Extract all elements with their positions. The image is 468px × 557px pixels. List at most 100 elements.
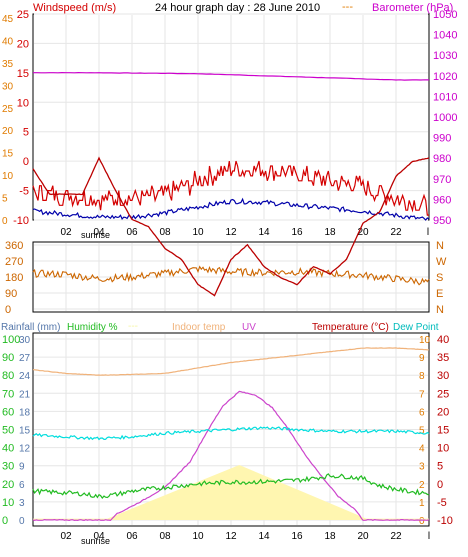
temp-tick: 35 (437, 352, 449, 364)
temp-x-tick: 08 (159, 531, 171, 542)
temp-x-tick: 20 (357, 531, 369, 542)
humidity-tick: 0 (2, 515, 8, 527)
dir-compass-tick: N (436, 240, 444, 252)
wind-avg-line (32, 197, 430, 221)
direction-panel-frame (32, 241, 430, 313)
humidity-tick: 90 (2, 352, 14, 364)
humidity-tick: 30 (2, 461, 14, 473)
wind-ms-tick: 15 (17, 68, 29, 80)
legend-dash2: --- (128, 321, 138, 332)
temp-tick: 20 (437, 406, 449, 418)
uv-tick: 2 (419, 480, 425, 491)
dir-compass-tick: E (436, 288, 443, 300)
wind-ms-tick: 25 (17, 9, 29, 21)
temp-x-tick: 10 (192, 531, 204, 542)
wind-x-tick: 16 (291, 227, 303, 238)
rain-tick: 0 (19, 516, 25, 527)
barometer-tick: 1030 (433, 50, 457, 62)
wind-x-tick: 22 (390, 227, 402, 238)
barometer-tick: 1050 (433, 9, 457, 21)
uv-tick: 6 (419, 407, 425, 418)
temp-x-tick: 22 (390, 531, 402, 542)
wind-x-tick: 08 (159, 227, 171, 238)
legend-dash: --- (342, 1, 353, 13)
wind-direction-line (32, 265, 430, 286)
sunrise-label-temp: sunrise (81, 536, 110, 546)
windspeed-label: Windspeed (m/s) (33, 2, 116, 14)
wind-ms-tick: 0 (23, 156, 29, 168)
wind-ms-tick: -10 (13, 215, 29, 227)
temperature-line (32, 156, 430, 297)
wind-x-tick: 06 (126, 227, 138, 238)
barometer-tick: 1020 (433, 71, 457, 83)
barometer-tick: 990 (433, 133, 451, 145)
wind-x-tick: l (427, 227, 429, 238)
barometer-tick: 950 (433, 215, 451, 227)
humidity-line (32, 473, 430, 499)
barometer-tick: 1040 (433, 30, 457, 42)
sunrise-label-wind: sunrise (81, 230, 110, 240)
humidity-tick: 100 (2, 334, 20, 346)
legend-indoor: Indoor temp (172, 322, 226, 333)
uv-tick: 0 (419, 516, 425, 527)
wind-alt-tick: 5 (2, 194, 8, 205)
rain-tick: 3 (19, 498, 25, 509)
rain-tick: 30 (19, 335, 31, 346)
uv-tick: 7 (419, 389, 425, 400)
uv-tick: 9 (419, 353, 425, 364)
wind-x-tick: 10 (192, 227, 204, 238)
wind-x-tick: 12 (225, 227, 237, 238)
dewpoint-line (32, 426, 430, 441)
wind-x-tick: 20 (357, 227, 369, 238)
wind-alt-tick: 25 (2, 104, 14, 115)
wind-alt-tick: 20 (2, 126, 14, 137)
rain-tick: 12 (19, 444, 31, 455)
dir-deg-tick: 0 (5, 304, 11, 316)
temp-x-tick: 16 (291, 531, 303, 542)
dir-compass-tick: S (436, 272, 443, 284)
wind-ms-tick: -5 (19, 186, 29, 198)
rain-tick: 27 (19, 353, 31, 364)
dir-deg-tick: 360 (5, 240, 23, 252)
barometer-tick: 980 (433, 153, 451, 165)
temp-x-tick: 04 (93, 531, 105, 542)
temp-x-tick: 02 (60, 531, 72, 542)
temp-x-tick: 14 (258, 531, 270, 542)
barometer-tick: 960 (433, 194, 451, 206)
uv-tick: 3 (419, 462, 425, 473)
wind-alt-tick: 15 (2, 149, 14, 160)
rain-tick: 6 (19, 480, 25, 491)
legend-dewpoint: Dew Point (393, 322, 439, 333)
wind-ms-tick: 10 (17, 97, 29, 109)
dir-compass-tick: N (436, 304, 444, 316)
barometer-tick: 1000 (433, 112, 457, 124)
dir-compass-tick: W (436, 256, 447, 268)
wind-ms-tick: 5 (23, 127, 29, 139)
temp-tick: 0 (437, 479, 443, 491)
wind-x-tick: 02 (60, 227, 72, 238)
legend-humidity: Humidity % (67, 322, 118, 333)
temp-tick: 15 (437, 425, 449, 437)
rain-tick: 18 (19, 407, 31, 418)
legend-rainfall: Rainfall (mm) (1, 322, 60, 333)
humidity-tick: 50 (2, 425, 14, 437)
wind-alt-tick: 0 (2, 216, 8, 227)
temp-x-tick: l (428, 531, 430, 542)
barometer-line (33, 71, 430, 81)
temp-tick: 5 (437, 461, 443, 473)
temp-x-tick: 06 (126, 531, 138, 542)
temp-panel-frame (32, 332, 430, 527)
wind-alt-tick: 45 (2, 14, 14, 25)
wind-x-tick: 04 (93, 227, 105, 238)
uv-tick: 4 (419, 444, 425, 455)
barometer-tick: 970 (433, 174, 451, 186)
dir-deg-tick: 270 (5, 256, 23, 268)
temp-x-tick: 12 (225, 531, 237, 542)
rain-tick: 9 (19, 462, 25, 473)
dir-deg-tick: 180 (5, 272, 23, 284)
dir-deg-tick: 90 (5, 288, 17, 300)
indoor-temp-line (32, 347, 430, 376)
wind-alt-tick: 30 (2, 81, 14, 92)
wind-gust-line (32, 160, 429, 216)
